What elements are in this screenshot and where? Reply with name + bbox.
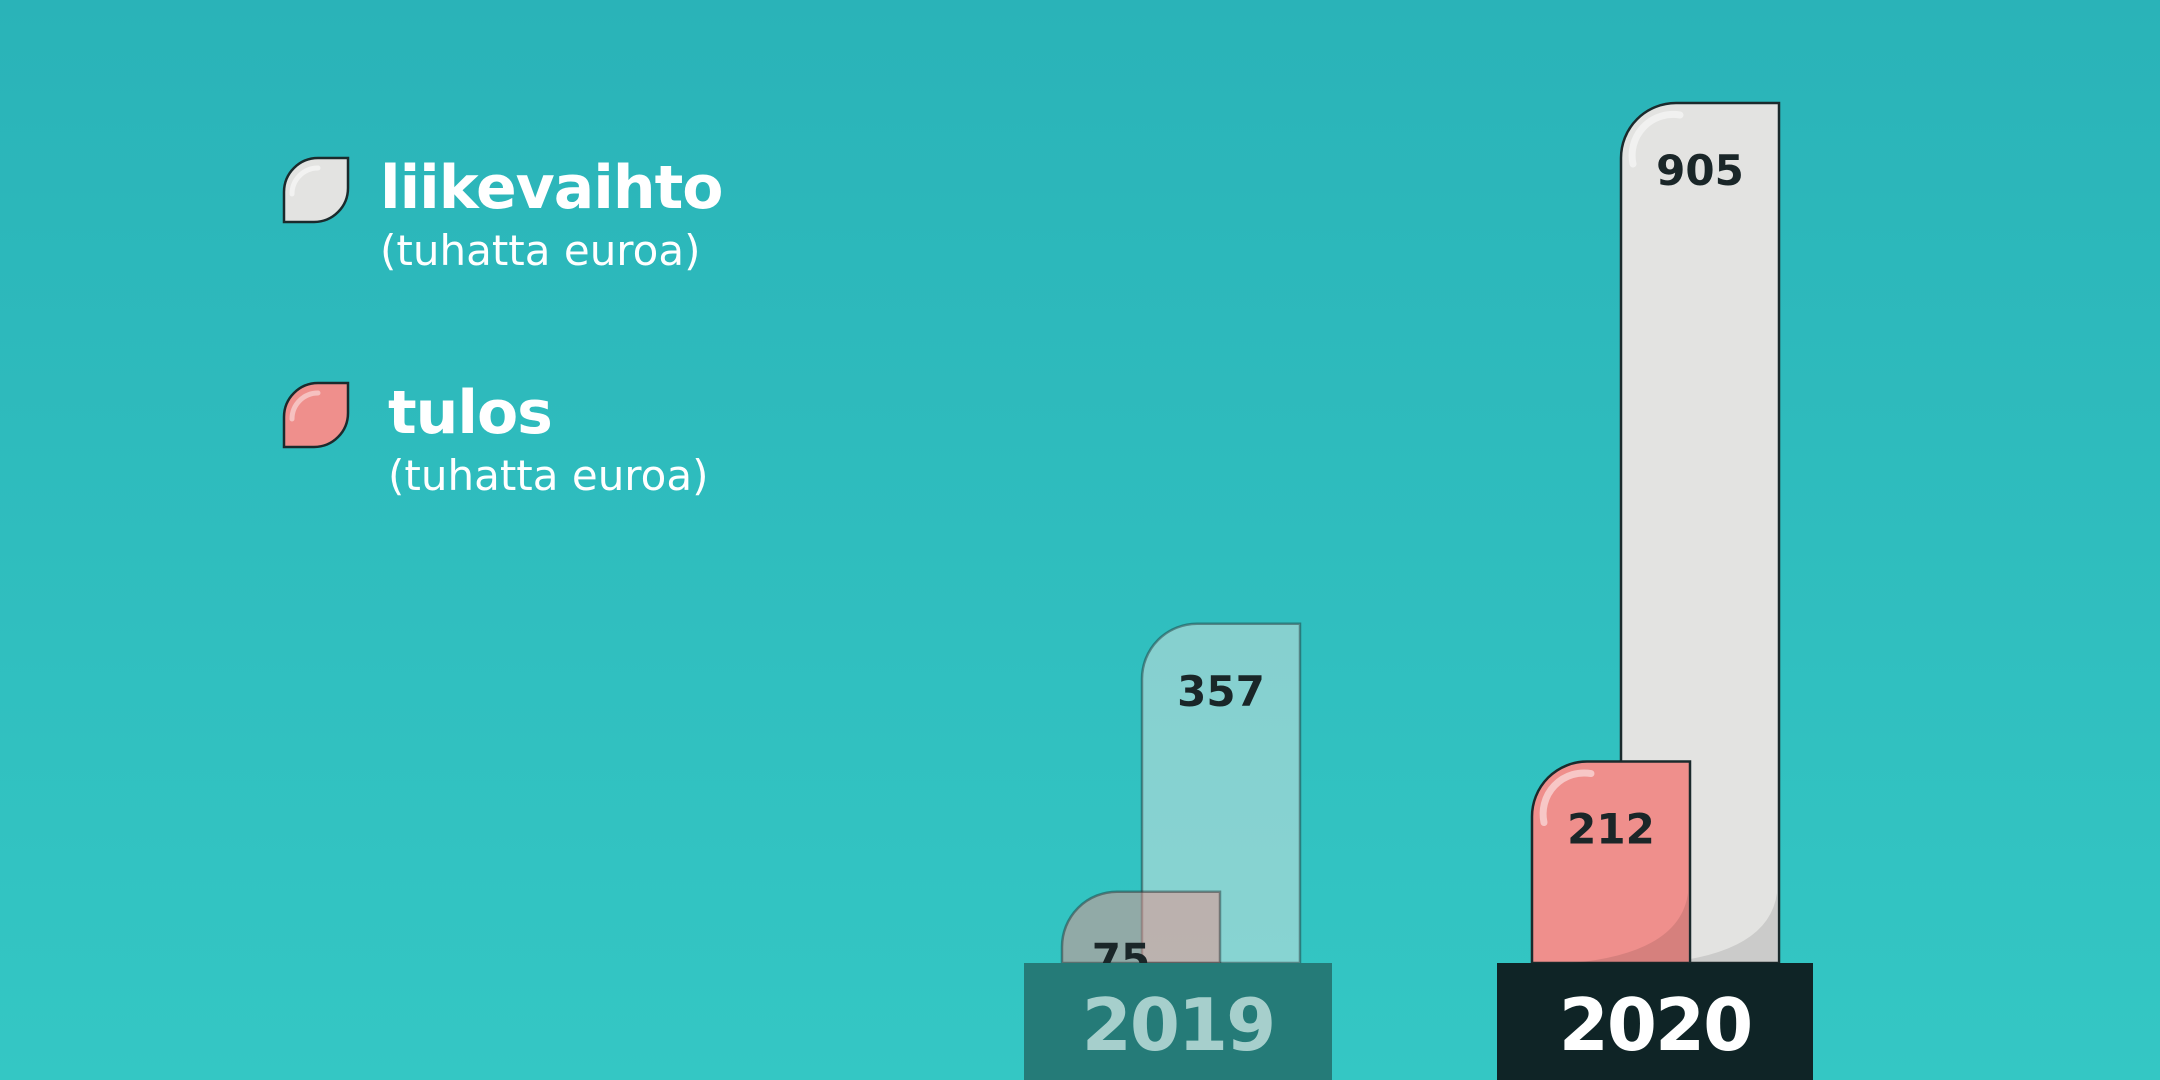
year-plinth-2020 <box>1497 963 1813 1080</box>
bar-liikevaihto-2020 <box>1619 101 1781 965</box>
legend-unit-liikevaihto: (tuhatta euroa) <box>380 226 701 275</box>
bar-highlight-liikevaihto-2020 <box>1628 110 1684 168</box>
year-plinth-2019 <box>1024 963 1332 1080</box>
bar-tulos-2020 <box>1530 760 1692 965</box>
legend-label-tulos: tulos <box>388 378 553 448</box>
year-plinths: 2019 2020 <box>1024 963 1813 1080</box>
tick-label-2019: 2019 <box>1082 983 1274 1067</box>
data-label-tulos-2020: 212 <box>1567 805 1655 854</box>
bar-shade-tulos-2020 <box>1572 893 1688 963</box>
tick-label-2020: 2020 <box>1559 983 1751 1067</box>
legend-unit-tulos: (tuhatta euroa) <box>388 451 709 500</box>
data-label-liikevaihto-2019: 357 <box>1177 667 1265 716</box>
bar-shade-liikevaihto-2020 <box>1661 893 1777 963</box>
bar-tulos-2019 <box>1060 890 1222 965</box>
bars-layer <box>1060 101 1781 965</box>
legend-label-liikevaihto: liikevaihto <box>380 153 723 223</box>
drop-icon <box>282 381 350 449</box>
bar-highlight-tulos-2020 <box>1539 769 1595 827</box>
bar-liikevaihto-2019 <box>1140 622 1302 965</box>
drop-icon <box>282 156 350 224</box>
data-label-liikevaihto-2020: 905 <box>1656 146 1744 195</box>
